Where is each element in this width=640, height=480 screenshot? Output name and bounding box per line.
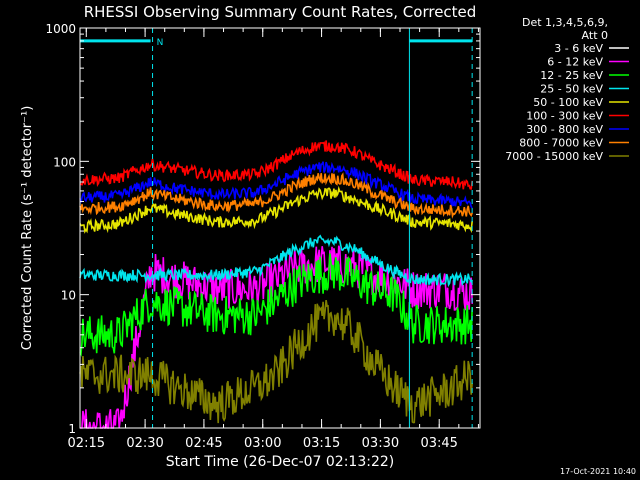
x-tick-label: 03:45 (420, 436, 457, 451)
flag-label: N (157, 38, 164, 48)
legend-label: 800 - 7000 keV (519, 137, 603, 150)
series-line-2 (79, 253, 473, 357)
y-axis: 1 10 100 1000 (45, 22, 480, 436)
legend-label: 12 - 25 keV (540, 69, 603, 82)
series-line-4 (79, 185, 473, 234)
x-tick-label: 02:15 (68, 436, 105, 451)
legend-label: 50 - 100 keV (533, 96, 603, 109)
series-line-6 (79, 161, 473, 209)
legend-label: 300 - 800 keV (526, 123, 603, 136)
series-layer (79, 140, 473, 430)
series-line-8 (79, 299, 473, 424)
y-tick-label: 10 (61, 289, 76, 303)
y-tick-label: 100 (53, 155, 76, 169)
legend-label: 100 - 300 keV (526, 110, 603, 123)
legend-label: 6 - 12 keV (547, 56, 603, 69)
x-axis-label: Start Time (26-Dec-07 02:13:22) (166, 454, 394, 470)
series-line-7 (79, 172, 473, 219)
x-axis: 02:15 02:30 02:45 03:00 03:15 03:30 03:45 (68, 28, 479, 451)
legend-label: 25 - 50 keV (540, 83, 603, 96)
plot-frame (79, 27, 481, 429)
y-axis-label: Corrected Count Rate (s⁻¹ detector⁻¹) (20, 106, 35, 351)
legend-header-line: Att 0 (582, 29, 608, 42)
legend-header-line: Det 1,3,4,5,6,9, (522, 16, 608, 29)
x-tick-label: 02:30 (126, 436, 163, 451)
chart-title: RHESSI Observing Summary Count Rates, Co… (84, 3, 477, 21)
y-tick-label: 1000 (45, 22, 76, 36)
x-tick-label: 03:30 (362, 436, 399, 451)
x-tick-label: 03:00 (244, 436, 281, 451)
y-tick-label: 1 (68, 422, 76, 436)
legend-label: 7000 - 15000 keV (505, 150, 603, 163)
legend-label: 3 - 6 keV (554, 42, 603, 55)
series-line-3 (79, 234, 473, 288)
x-tick-label: 02:45 (185, 436, 222, 451)
x-tick-label: 03:15 (303, 436, 340, 451)
footer-timestamp: 17-Oct-2021 10:40 (560, 467, 636, 476)
series-line-5 (79, 140, 473, 190)
